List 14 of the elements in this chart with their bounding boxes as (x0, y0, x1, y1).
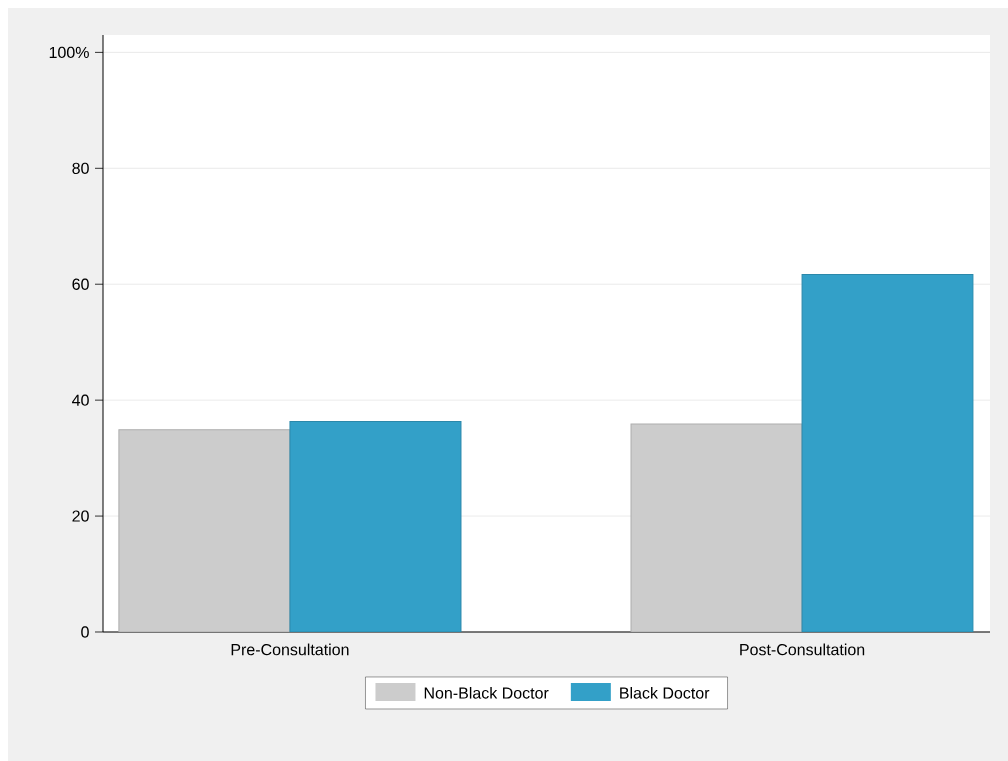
bar (801, 273, 974, 632)
bar (289, 421, 462, 632)
y-tick-label: 20 (72, 510, 89, 522)
y-tick-label: 60 (72, 278, 89, 290)
bar (118, 429, 291, 632)
y-tick-label: 0 (81, 626, 89, 638)
y-tick-label: 40 (72, 394, 89, 406)
legend-label: Non-Black Doctor (424, 686, 549, 699)
legend-label: Black Doctor (620, 686, 710, 699)
y-tick-label: 80 (72, 162, 89, 174)
y-tick-label: 100% (49, 46, 89, 59)
x-tick-label: Post-Consultation (740, 643, 865, 656)
x-tick-label: Pre-Consultation (231, 643, 349, 656)
bar (630, 423, 803, 632)
